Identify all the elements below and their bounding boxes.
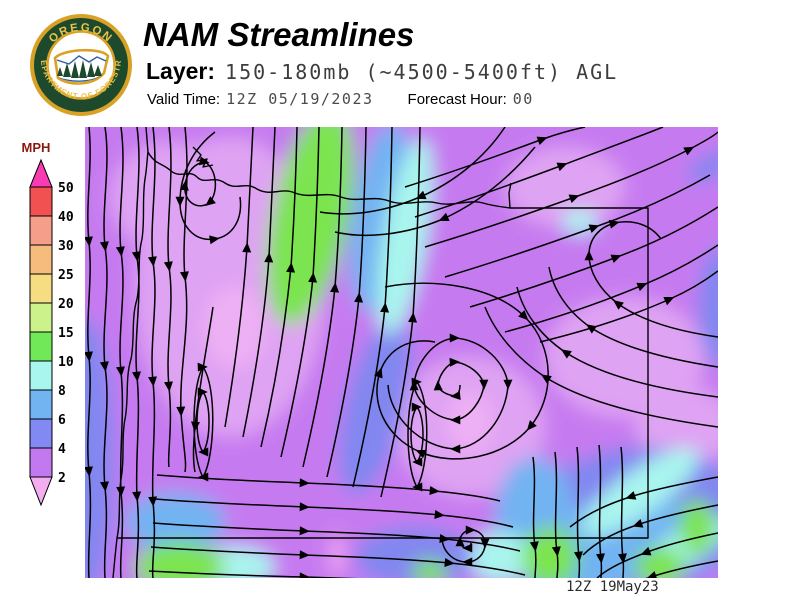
layer-value: 150-180mb (~4500-5400ft) AGL (225, 60, 619, 84)
legend-tick-label: 4 (58, 442, 66, 457)
legend-tick-label: 30 (58, 239, 74, 254)
legend-arrow-bottom (29, 476, 53, 507)
legend-segment (29, 418, 53, 449)
legend-segment (29, 215, 53, 246)
page-title: NAM Streamlines (143, 16, 415, 53)
map-timestamp: 12Z 19May23 (566, 579, 659, 595)
legend-segment (29, 186, 53, 217)
legend-tick-label: 6 (58, 413, 66, 428)
legend-arrow-top (29, 158, 53, 188)
legend-segment (29, 389, 53, 420)
valid-time-line: Valid Time: 12Z 05/19/2023 Forecast Hour… (147, 90, 534, 108)
wind-speed-legend: MPH 50 40 30 25 20 15 10 8 6 4 2 (22, 140, 74, 507)
legend-units-label: MPH (22, 140, 51, 155)
legend-segment (29, 302, 53, 333)
legend-segment (29, 273, 53, 304)
streamlines (85, 127, 718, 578)
legend-tick-label: 50 (58, 181, 74, 196)
valid-time-value: 12Z 05/19/2023 (226, 90, 374, 108)
legend-segment (29, 447, 53, 478)
valid-time-label: Valid Time: (147, 91, 221, 108)
layer-label: Layer: (146, 58, 216, 84)
legend-tick-label: 8 (58, 384, 66, 399)
legend-segment (29, 331, 53, 362)
layer-line: Layer: 150-180mb (~4500-5400ft) AGL (146, 58, 618, 85)
legend-tick-label: 25 (58, 268, 74, 283)
logo-state-emblem (53, 48, 110, 85)
forecast-hour-label: Forecast Hour: (407, 91, 507, 108)
legend-tick-label: 40 (58, 210, 74, 225)
legend-segment (29, 244, 53, 275)
legend-tick-label: 20 (58, 297, 74, 312)
odf-logo: OREGON DEPARTMENT OF FORESTRY (30, 14, 132, 116)
oregon-border (112, 127, 649, 578)
legend-tick-label: 2 (58, 471, 66, 486)
forecast-hour-value: 00 (512, 90, 534, 108)
legend-tick-label: 10 (58, 355, 74, 370)
legend-segment (29, 360, 53, 391)
legend-tick-label: 15 (58, 326, 74, 341)
streamline-map (85, 127, 718, 578)
